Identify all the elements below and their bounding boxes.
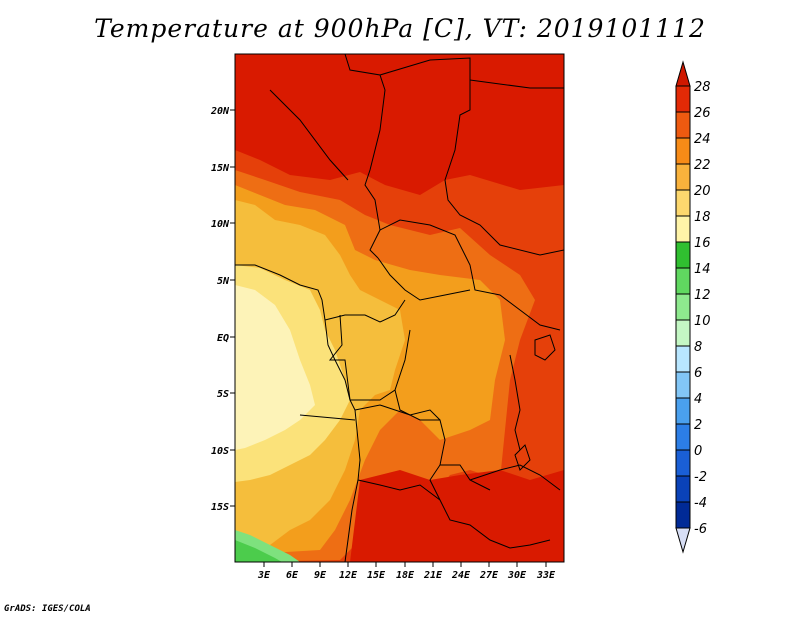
- colorbar-label: 18: [694, 210, 711, 225]
- lon-label: 24E: [451, 570, 471, 581]
- colorbar-label: 2: [694, 418, 702, 433]
- lon-label: 15E: [367, 570, 386, 581]
- lon-label: 6E: [286, 570, 299, 581]
- field-28-south: [350, 470, 564, 562]
- colorbar-label: 14: [694, 262, 711, 277]
- colorbar-bottom-arrow: [675, 527, 691, 554]
- lat-label: 15S: [211, 502, 229, 513]
- field-16: [235, 285, 315, 450]
- colorbar-label: 10: [694, 314, 711, 329]
- lon-label: 12E: [339, 570, 358, 581]
- lat-label: 20N: [210, 106, 230, 117]
- colorbar-label: 20: [694, 184, 711, 199]
- lon-label: 18E: [396, 570, 415, 581]
- colorbar-label: -2: [694, 470, 707, 485]
- colorbar-swatch: [675, 371, 691, 399]
- colorbar-label: 8: [694, 340, 702, 355]
- colorbar-swatch: [675, 189, 691, 217]
- map-title: Temperature at 900hPa [C], VT: 201910111…: [94, 14, 706, 43]
- lon-labels: 3E 6E 9E 12E 15E 18E 21E 24E 27E 30E 33E: [257, 570, 556, 581]
- colorbar-label: 16: [694, 236, 711, 251]
- field-14: [235, 540, 282, 562]
- colorbar-swatch: [675, 501, 691, 529]
- colorbar-swatch: [675, 163, 691, 191]
- map-frame: [234, 53, 565, 563]
- colorbar-swatch: [675, 111, 691, 139]
- lon-label: 33E: [536, 570, 556, 581]
- colorbar-swatch: [675, 293, 691, 321]
- colorbar-swatch: [675, 475, 691, 503]
- lon-label: 9E: [314, 570, 327, 581]
- colorbar-label: 22: [694, 158, 711, 173]
- colorbar-label: 0: [694, 444, 702, 459]
- country-borders: [235, 54, 564, 562]
- colorbar-label: -6: [694, 522, 707, 537]
- lat-label: EQ: [217, 333, 229, 344]
- colorbar-label: 12: [694, 288, 711, 303]
- colorbar-swatch: [675, 423, 691, 451]
- lat-labels: 20N 15N 10N 5N EQ 5S 10S 15S: [210, 106, 230, 513]
- colorbar-label: 28: [694, 80, 711, 95]
- grads-credit: GrADS: IGES/COLA: [4, 604, 91, 614]
- lat-ticks: [230, 109, 235, 507]
- colorbar-top-arrow: [675, 60, 691, 87]
- colorbar-swatch: [675, 85, 691, 113]
- lat-label: 15N: [211, 163, 230, 174]
- colorbar-label: -4: [694, 496, 707, 511]
- colorbar-swatch: [675, 397, 691, 425]
- colorbar-swatch: [675, 137, 691, 165]
- colorbar-swatch: [675, 267, 691, 295]
- colorbar-swatch: [675, 345, 691, 373]
- colorbar-swatch: [675, 241, 691, 269]
- colorbar-label: 4: [694, 392, 702, 407]
- lat-label: 10S: [211, 446, 229, 457]
- lon-label: 30E: [507, 570, 527, 581]
- colorbar-label: 6: [694, 366, 702, 381]
- lon-label: 3E: [257, 570, 271, 581]
- lon-label: 21E: [423, 570, 443, 581]
- lon-ticks: [263, 562, 547, 567]
- colorbar-swatch: [675, 319, 691, 347]
- lat-label: 5S: [217, 389, 229, 400]
- lon-label: 27E: [479, 570, 499, 581]
- colorbar-swatch: [675, 449, 691, 477]
- colorbar-label: 24: [694, 132, 711, 147]
- colorbar-label: 26: [694, 106, 711, 121]
- lat-label: 5N: [217, 276, 230, 287]
- lat-label: 10N: [211, 219, 230, 230]
- colorbar-swatch: [675, 215, 691, 243]
